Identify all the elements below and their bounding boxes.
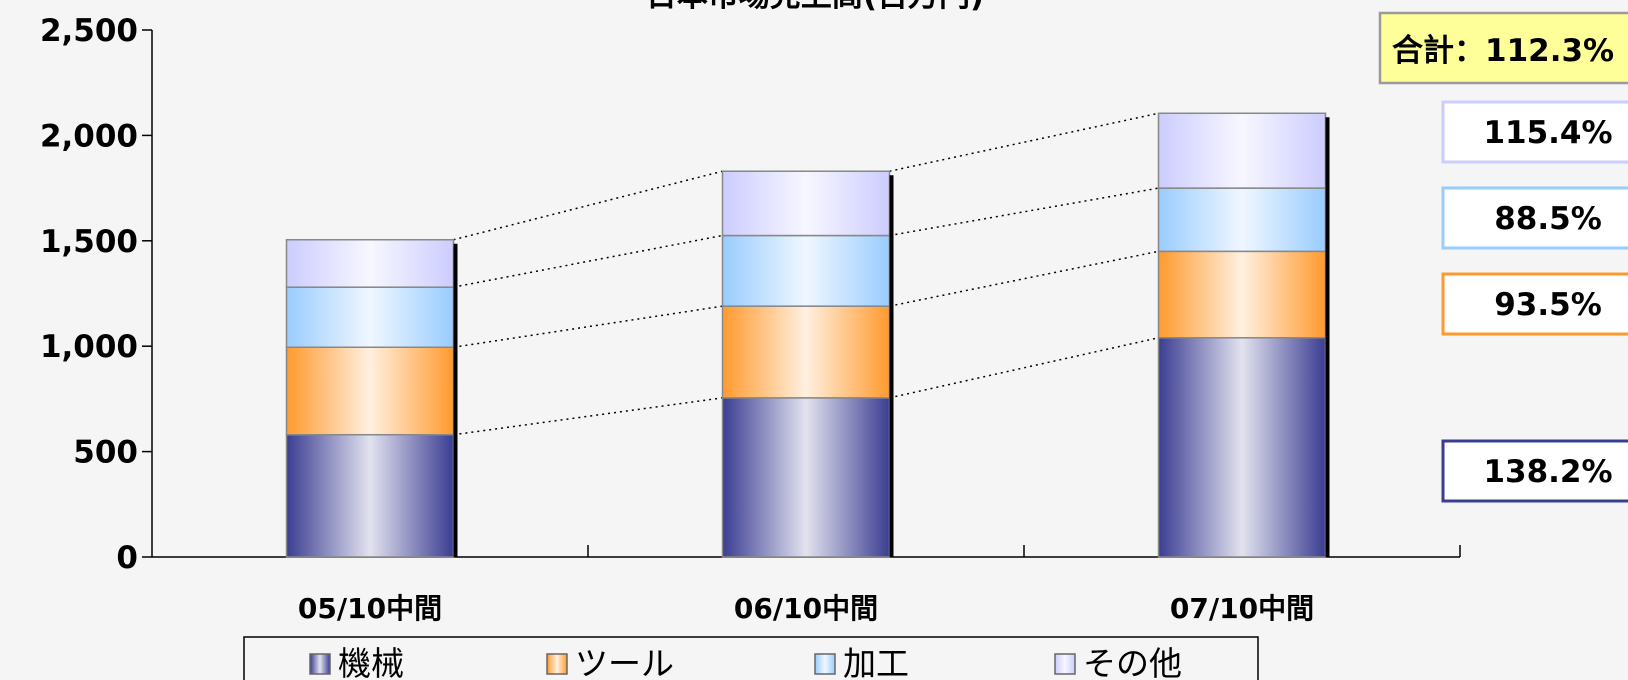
legend-swatch [546, 653, 568, 675]
legend-swatch [814, 653, 836, 675]
x-category-label: 06/10中間 [734, 592, 878, 625]
growth-label: 88.5% [1494, 201, 1602, 237]
bar-segment-2-3 [721, 234, 891, 307]
y-axis: 0 500 1,000 1,500 2,000 2,500 [40, 13, 153, 576]
growth-label: 138.2% [1483, 454, 1612, 490]
bar-segment-3-4 [1157, 112, 1327, 189]
bar-segment-2-1 [721, 397, 891, 558]
x-category-label: 05/10中間 [298, 592, 442, 625]
growth-label: 93.5% [1494, 287, 1602, 323]
connector-line [453, 234, 723, 288]
bar-segment-3-2 [1157, 250, 1327, 339]
total-growth-label: 合計：112.3% [1392, 33, 1614, 69]
legend-label: その他 [1083, 644, 1182, 680]
y-tick-label: 2,000 [40, 118, 138, 154]
y-tick-label: 500 [73, 435, 138, 471]
connector-line [453, 305, 723, 348]
growth-label-box [1441, 439, 1628, 503]
category-labels: 05/10中間 06/10中間 07/10中間 [298, 592, 1314, 625]
bar-segment-1-3 [285, 286, 455, 349]
legend-label: 加工 [843, 644, 909, 680]
growth-label: 115.4% [1483, 115, 1612, 151]
legend-label: ツール [575, 644, 674, 680]
bar-segment-2-4 [721, 170, 891, 237]
growth-label-box [1441, 186, 1628, 250]
legend: 機械 ツール 加工 その他 [243, 636, 1259, 680]
growth-label-box [1441, 100, 1628, 164]
x-category-label: 07/10中間 [1170, 592, 1314, 625]
connector-line [453, 397, 723, 436]
bar-segment-1-1 [285, 433, 455, 558]
bars [285, 112, 1330, 558]
y-tick-label: 0 [116, 540, 138, 576]
bar-segment-1-4 [285, 238, 455, 288]
y-tick-label: 2,500 [40, 13, 138, 49]
bar-segment-3-1 [1157, 337, 1327, 558]
bar-segment-2-2 [721, 305, 891, 399]
y-tick-label: 1,000 [40, 329, 138, 365]
connector-line [889, 250, 1159, 307]
growth-labels: 115.4% 88.5% 93.5% 138.2% [1441, 100, 1628, 503]
legend-frame [243, 636, 1259, 680]
chart-title: 日本市場売上高(百万円) [646, 0, 984, 14]
connector-line [889, 112, 1159, 172]
y-tick-label: 1,500 [40, 224, 138, 260]
legend-swatch [309, 653, 331, 675]
bar-shadow [453, 243, 458, 557]
legend-label: 機械 [338, 644, 404, 680]
total-growth-box: 合計：112.3% [1378, 11, 1628, 85]
connector-line [453, 170, 723, 241]
connector-line [889, 337, 1159, 399]
growth-label-box [1441, 272, 1628, 336]
connector-line [889, 187, 1159, 237]
bar-shadow [889, 175, 894, 557]
legend-swatch [1054, 653, 1076, 675]
bar-segment-1-2 [285, 346, 455, 436]
bar-shadow [1325, 117, 1330, 558]
bar-segment-3-3 [1157, 187, 1327, 253]
connector-lines [453, 112, 1159, 436]
